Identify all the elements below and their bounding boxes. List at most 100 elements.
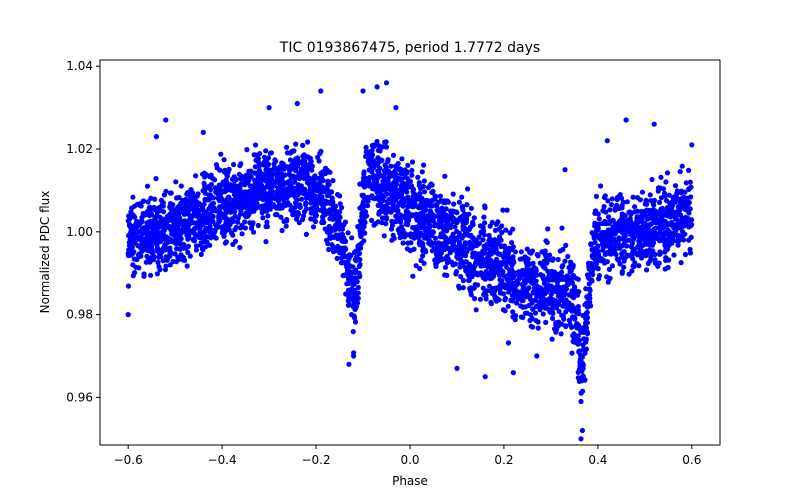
data-point: [410, 186, 417, 192]
data-point: [303, 174, 309, 180]
data-point: [409, 159, 416, 165]
data-point: [583, 316, 589, 322]
data-point: [606, 214, 612, 220]
data-point: [407, 178, 413, 184]
data-point: [397, 234, 403, 241]
data-point: [319, 219, 325, 226]
data-point: [233, 224, 239, 230]
data-point: [510, 226, 516, 232]
data-point: [379, 208, 385, 215]
y-axis-label: Normalized PDC flux: [38, 191, 52, 314]
data-point: [498, 243, 505, 249]
data-point: [471, 215, 477, 221]
data-point: [445, 199, 451, 205]
data-point: [178, 183, 184, 189]
data-point: [529, 300, 535, 306]
data-point: [194, 193, 200, 199]
data-point: [529, 248, 536, 254]
data-point: [550, 300, 556, 306]
data-point: [186, 229, 192, 235]
outlier-point: [351, 353, 357, 359]
x-tick-label: −0.4: [208, 453, 237, 467]
data-point: [299, 216, 306, 223]
data-point: [193, 199, 200, 205]
data-point: [678, 260, 684, 266]
data-point: [508, 260, 514, 266]
data-point: [191, 236, 197, 242]
data-point: [218, 182, 224, 189]
data-point: [472, 296, 478, 302]
data-point: [264, 205, 270, 211]
data-point: [232, 238, 239, 244]
data-point: [570, 292, 576, 298]
data-point: [300, 188, 306, 194]
data-point: [426, 227, 432, 233]
data-point: [337, 201, 343, 207]
data-point: [530, 306, 536, 312]
data-point: [674, 238, 681, 244]
data-point: [491, 241, 497, 247]
data-point: [514, 300, 520, 306]
data-point: [563, 323, 569, 329]
data-point: [226, 201, 232, 207]
data-point: [545, 268, 551, 274]
data-point: [638, 250, 645, 256]
data-point: [489, 267, 495, 273]
data-point: [567, 259, 574, 265]
data-point: [390, 200, 396, 206]
data-point: [620, 199, 626, 205]
data-point: [609, 263, 616, 269]
data-point: [249, 222, 255, 228]
data-point: [316, 175, 322, 182]
data-point: [342, 272, 348, 278]
data-point: [198, 251, 204, 257]
data-point: [238, 193, 244, 199]
data-point: [217, 187, 223, 194]
outlier-point: [578, 436, 584, 442]
data-point: [369, 142, 375, 149]
data-point: [443, 222, 450, 228]
data-point: [193, 243, 200, 249]
data-point: [569, 302, 575, 308]
data-point: [672, 183, 679, 189]
data-point: [296, 176, 302, 182]
data-point: [569, 324, 575, 330]
data-point: [460, 244, 466, 250]
data-point: [343, 261, 349, 267]
data-point: [580, 362, 586, 368]
data-point: [351, 281, 357, 287]
data-point: [275, 178, 281, 184]
data-point: [578, 329, 584, 335]
data-point: [211, 205, 217, 211]
data-point: [363, 144, 369, 151]
data-point: [132, 203, 138, 209]
data-point: [247, 194, 253, 200]
data-point: [353, 258, 359, 264]
data-point: [480, 248, 486, 254]
data-point: [133, 233, 139, 239]
data-point: [668, 238, 674, 244]
data-point: [268, 195, 274, 201]
data-point: [482, 220, 488, 226]
data-point: [605, 279, 611, 285]
data-point: [466, 277, 472, 283]
data-point: [504, 207, 510, 213]
data-point: [287, 150, 294, 156]
y-tick-label: 1.04: [66, 59, 93, 73]
data-point: [145, 232, 152, 238]
data-point: [488, 299, 494, 305]
data-point: [466, 211, 472, 217]
data-point: [345, 230, 351, 236]
data-point: [585, 274, 591, 280]
data-point: [142, 227, 148, 233]
outlier-point: [510, 370, 516, 376]
data-point: [619, 254, 625, 260]
data-point: [596, 233, 603, 239]
data-point: [675, 221, 681, 227]
data-point: [601, 230, 607, 236]
data-point: [411, 246, 417, 252]
data-point: [592, 239, 598, 245]
data-point: [535, 290, 541, 296]
data-point: [221, 228, 228, 234]
